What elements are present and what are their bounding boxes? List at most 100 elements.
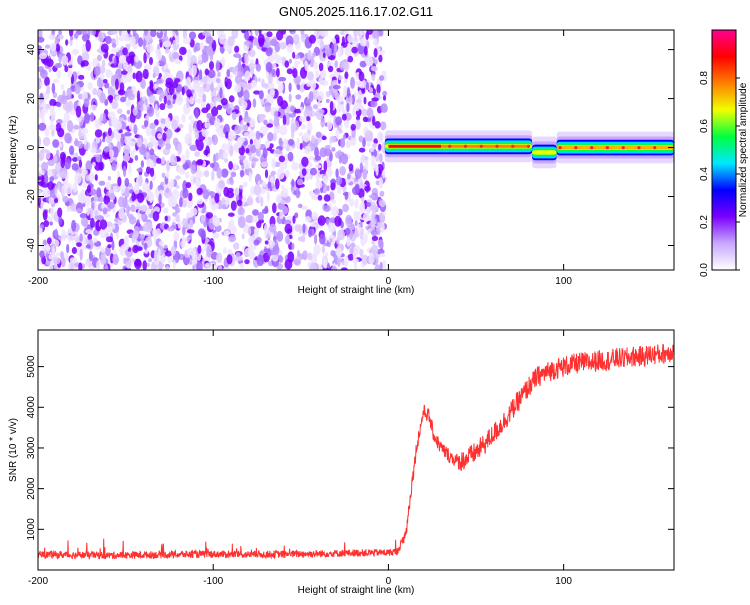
- noise-speckle-dot: [327, 65, 334, 73]
- noise-speckle-dot: [96, 54, 102, 62]
- noise-speckle-dot: [88, 250, 93, 262]
- noise-speckle-dot: [110, 38, 116, 45]
- noise-speckle-dot: [85, 229, 93, 234]
- noise-speckle-dot: [282, 114, 287, 126]
- noise-speckle-dot: [249, 59, 255, 70]
- noise-speckle-dot: [104, 264, 109, 270]
- noise-speckle-dot: [84, 260, 90, 267]
- noise-speckle-dot: [351, 46, 358, 54]
- noise-speckle-dot: [344, 71, 349, 79]
- noise-speckle-dot: [172, 81, 179, 89]
- noise-speckle-dot: [285, 169, 290, 178]
- noise-speckle-dot: [124, 186, 130, 198]
- noise-speckle-dot: [194, 108, 199, 119]
- noise-speckle-dot: [284, 258, 293, 270]
- noise-speckle-dot: [156, 89, 164, 96]
- noise-speckle-dot: [85, 237, 89, 245]
- noise-speckle-dot: [281, 30, 286, 35]
- signal-band: [384, 130, 674, 169]
- colorbar-tick-label: 0.6: [699, 119, 710, 133]
- noise-speckle-dot: [222, 151, 228, 160]
- noise-speckle-dot: [320, 79, 329, 87]
- snr-content: [38, 343, 674, 561]
- noise-speckle-dot: [325, 217, 330, 225]
- noise-speckle-dot: [146, 159, 154, 167]
- noise-speckle-dot: [103, 213, 111, 218]
- noise-speckle-dot: [49, 42, 57, 52]
- noise-speckle-dot: [85, 39, 91, 52]
- noise-speckle-dot: [275, 178, 280, 190]
- noise-speckle-dot: [104, 227, 113, 233]
- noise-speckle-dot: [81, 30, 88, 36]
- noise-speckle-dot: [191, 64, 197, 77]
- noise-speckle-dot: [342, 203, 349, 213]
- noise-speckle-dot: [90, 217, 95, 229]
- noise-speckle-dot: [83, 195, 92, 206]
- noise-speckle-dot: [320, 70, 327, 79]
- noise-speckle-dot: [71, 219, 77, 232]
- noise-speckle-dot: [201, 248, 205, 254]
- noise-speckle-dot: [146, 166, 151, 175]
- noise-speckle-dot: [164, 47, 170, 54]
- noise-speckle-dot: [325, 167, 333, 178]
- noise-speckle-dot: [368, 194, 376, 199]
- noise-speckle-dot: [346, 87, 351, 99]
- noise-speckle-dot: [186, 96, 190, 109]
- noise-speckle-dot: [163, 207, 169, 214]
- noise-speckle-dot: [276, 67, 280, 78]
- noise-speckle-dot: [211, 200, 216, 206]
- noise-speckle-dot: [189, 96, 195, 105]
- noise-speckle-dot: [326, 120, 333, 130]
- noise-speckle-dot: [361, 108, 369, 116]
- noise-speckle-dot: [164, 215, 168, 222]
- noise-speckle-dot: [204, 137, 209, 148]
- noise-speckle-dot: [247, 227, 252, 236]
- noise-speckle-dot: [204, 68, 209, 76]
- noise-speckle-dot: [39, 52, 48, 60]
- noise-speckle-dot: [221, 143, 229, 151]
- noise-speckle-dot: [143, 30, 148, 36]
- noise-speckle-dot: [83, 134, 88, 146]
- noise-speckle-dot: [278, 155, 286, 163]
- noise-speckle-dot: [125, 99, 131, 107]
- snr-x-label: Height of straight line (km): [298, 585, 415, 596]
- noise-speckle-dot: [41, 161, 49, 172]
- noise-speckle-dot: [165, 171, 170, 179]
- noise-speckle-dot: [244, 70, 251, 81]
- noise-speckle-dot: [196, 199, 204, 205]
- noise-speckle-dot: [355, 99, 362, 104]
- noise-speckle-dot: [172, 94, 177, 100]
- noise-speckle-dot: [203, 170, 210, 178]
- noise-speckle-dot: [167, 99, 171, 106]
- noise-speckle-dot: [288, 146, 294, 151]
- noise-speckle-dot: [233, 162, 238, 170]
- noise-speckle-dot: [300, 235, 306, 243]
- noise-speckle-dot: [300, 32, 305, 43]
- noise-speckle-dot: [234, 187, 240, 197]
- noise-speckle-dot: [254, 140, 261, 150]
- noise-speckle-dot: [213, 96, 217, 109]
- noise-speckle-dot: [314, 234, 318, 245]
- noise-speckle-dot: [239, 169, 244, 178]
- noise-speckle-dot: [342, 134, 347, 140]
- noise-speckle-dot: [192, 79, 200, 92]
- noise-speckle-dot: [146, 262, 150, 267]
- noise-speckle-dot: [156, 78, 164, 85]
- noise-speckle-dot: [264, 205, 269, 214]
- noise-speckle-dot: [123, 257, 130, 262]
- noise-speckle-dot: [347, 253, 355, 261]
- noise-speckle-dot: [226, 107, 233, 115]
- noise-speckle-dot: [250, 185, 255, 196]
- noise-speckle-dot: [342, 58, 348, 70]
- noise-speckle-dot: [310, 223, 316, 228]
- noise-speckle-dot: [379, 153, 383, 163]
- noise-speckle-dot: [80, 217, 89, 227]
- noise-speckle-dot: [100, 43, 109, 53]
- noise-speckle-dot: [129, 36, 136, 47]
- noise-speckle-dot: [296, 137, 301, 149]
- noise-speckle-dot: [155, 61, 160, 69]
- noise-speckle-dot: [306, 81, 312, 87]
- noise-speckle-dot: [38, 150, 45, 161]
- noise-speckle-dot: [96, 187, 102, 198]
- noise-speckle-dot: [321, 245, 326, 254]
